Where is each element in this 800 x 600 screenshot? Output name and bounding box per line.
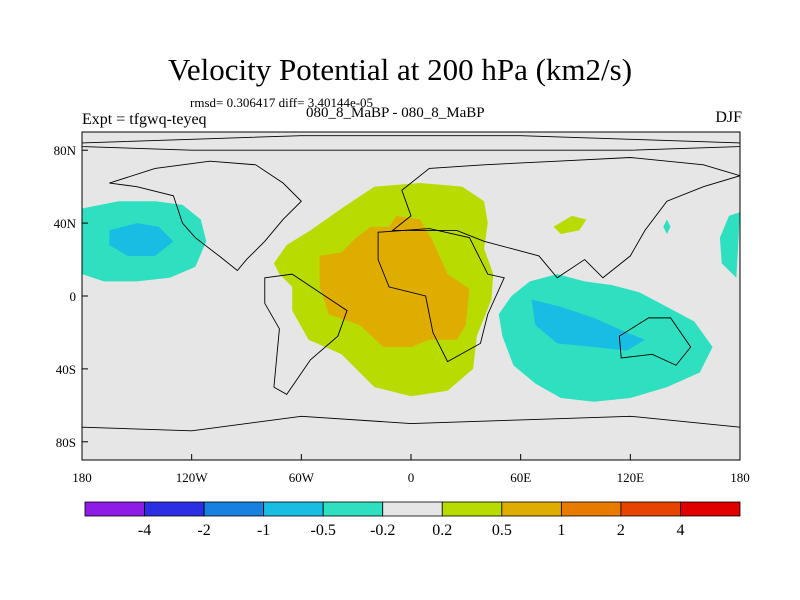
colorbar-swatch-3 xyxy=(263,501,324,517)
field-region-6 xyxy=(553,215,587,235)
colorbar-label-6: 0.5 xyxy=(492,522,512,539)
field-region-8 xyxy=(719,212,740,278)
season-label: DJF xyxy=(715,109,742,126)
x-tick-label-0: 180 xyxy=(72,470,92,485)
coastline-2 xyxy=(264,273,348,395)
colorbar-swatch-7 xyxy=(501,501,562,517)
x-tick-label-4: 60E xyxy=(510,470,531,485)
colorbar-swatch-6 xyxy=(441,501,503,517)
coastline-6 xyxy=(82,415,740,460)
colorbar-label-1: -2 xyxy=(197,522,210,539)
colorbar-swatch-1 xyxy=(144,501,205,517)
axis-ticks: 180 120W 60W 0 60E 120E 180 80N 40N 0 40S 80S xyxy=(54,143,750,485)
x-tick-label-1: 120W xyxy=(176,470,209,485)
colorbar-label-7: 1 xyxy=(557,522,565,539)
colorbar-swatch-0 xyxy=(84,501,145,517)
colorbar-swatch-10 xyxy=(680,501,741,517)
colorbar-swatch-8 xyxy=(560,501,622,517)
colorbar-label-9: 4 xyxy=(676,522,684,539)
coastline-5 xyxy=(618,317,692,366)
y-tick-label-3: 40S xyxy=(56,362,76,377)
colorbar-label-3: -0.5 xyxy=(311,522,336,539)
coastline-1 xyxy=(109,160,302,272)
colorbar-label-2: -1 xyxy=(257,522,270,539)
x-tick-label-6: 180 xyxy=(730,470,750,485)
x-tick-label-2: 60W xyxy=(289,470,315,485)
y-tick-label-1: 40N xyxy=(54,216,77,231)
experiment-label: Expt = tfgwq-teyeq xyxy=(82,111,207,128)
colorbar-swatch-2 xyxy=(203,501,265,517)
difference-label: 080_8_MaBP - 080_8_MaBP xyxy=(306,105,485,121)
field-region-7 xyxy=(663,219,671,235)
colorbar-label-0: -4 xyxy=(138,522,151,539)
field-region-1 xyxy=(109,223,174,256)
colorbar: -4 -2 -1 -0.5 -0.2 0.2 0.5 1 2 4 xyxy=(84,501,741,539)
colorbar-swatch-4 xyxy=(322,501,384,517)
x-tick-label-5: 120E xyxy=(617,470,645,485)
coastline-4 xyxy=(391,157,740,279)
colorbar-label-8: 2 xyxy=(617,522,625,539)
x-tick-label-3: 0 xyxy=(408,470,415,485)
y-tick-label-0: 80N xyxy=(54,143,77,158)
colorbar-swatch-9 xyxy=(620,501,681,517)
rmsd-stats: rmsd= 0.306417 diff= 3.40144e-05 xyxy=(190,95,374,110)
field-region-3 xyxy=(319,215,470,348)
y-tick-label-4: 80S xyxy=(56,435,76,450)
coastline-layer xyxy=(82,135,740,460)
colorbar-label-4: -0.2 xyxy=(370,522,395,539)
colorbar-label-5: 0.2 xyxy=(432,522,452,539)
chart-title: Velocity Potential at 200 hPa (km2/s) xyxy=(167,52,633,87)
coastline-0 xyxy=(82,135,740,151)
y-tick-label-2: 0 xyxy=(70,289,77,304)
field-region-5 xyxy=(531,299,645,351)
coastline-3 xyxy=(377,228,505,363)
colorbar-swatch-5 xyxy=(382,501,443,517)
